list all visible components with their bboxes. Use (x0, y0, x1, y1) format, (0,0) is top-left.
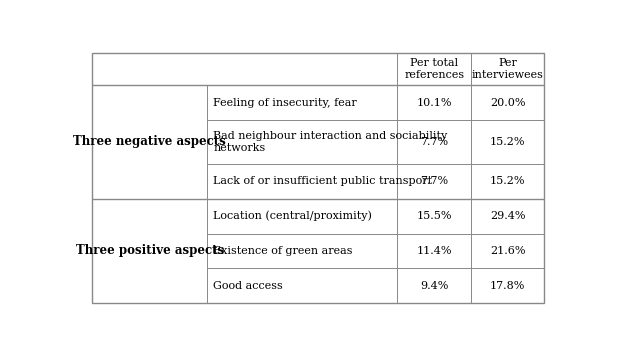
Text: Bad neighbour interaction and sociability
networks: Bad neighbour interaction and sociabilit… (213, 131, 448, 153)
Text: Per
interviewees: Per interviewees (472, 58, 544, 80)
Text: Good access: Good access (213, 281, 283, 291)
Text: Location (central/proximity): Location (central/proximity) (213, 211, 372, 221)
Text: Lack of or insufficient public transport: Lack of or insufficient public transport (213, 176, 432, 186)
Text: 21.6%: 21.6% (490, 246, 525, 256)
Text: 20.0%: 20.0% (490, 97, 525, 108)
Text: Three positive aspects: Three positive aspects (76, 245, 224, 257)
Text: Per total
references: Per total references (404, 58, 465, 80)
Text: 15.2%: 15.2% (490, 137, 525, 147)
Text: Existence of green areas: Existence of green areas (213, 246, 353, 256)
Text: Three negative aspects: Three negative aspects (73, 136, 226, 148)
Text: Feeling of insecurity, fear: Feeling of insecurity, fear (213, 97, 357, 108)
Text: 7.7%: 7.7% (420, 137, 448, 147)
Text: 10.1%: 10.1% (417, 97, 452, 108)
Text: 17.8%: 17.8% (490, 281, 525, 291)
Text: 15.2%: 15.2% (490, 176, 525, 186)
Text: 9.4%: 9.4% (420, 281, 448, 291)
Text: 15.5%: 15.5% (417, 211, 452, 221)
Text: 7.7%: 7.7% (420, 176, 448, 186)
Text: 11.4%: 11.4% (417, 246, 452, 256)
Text: 29.4%: 29.4% (490, 211, 525, 221)
